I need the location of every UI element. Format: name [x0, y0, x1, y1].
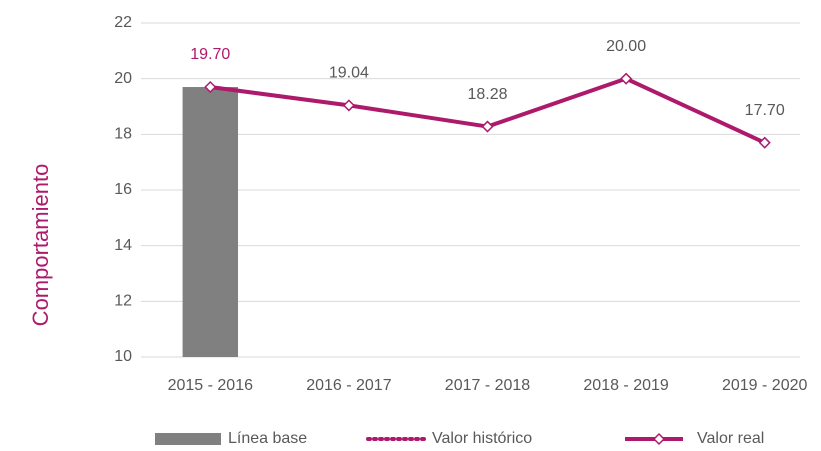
y-tick-label: 14: [114, 237, 132, 254]
legend-label: Línea base: [228, 430, 307, 447]
marker: [342, 99, 355, 112]
legend-label: Valor real: [697, 430, 764, 447]
data-label: 18.28: [467, 86, 507, 103]
y-tick-label: 12: [114, 293, 132, 310]
marker: [758, 136, 771, 149]
x-tick-label: 2015 - 2016: [168, 377, 254, 394]
y-tick-label: 10: [114, 348, 132, 365]
bar: [182, 87, 239, 358]
y-tick-label: 22: [114, 14, 132, 31]
y-tick-label: 18: [114, 126, 132, 143]
marker: [481, 120, 494, 133]
data-label: 19.04: [329, 65, 369, 82]
legend-label: Valor histórico: [432, 430, 532, 447]
y-tick-label: 20: [114, 70, 132, 87]
marker: [204, 80, 217, 94]
x-tick-label: 2016 - 2017: [306, 377, 392, 394]
x-tick-label: 2017 - 2018: [445, 377, 531, 394]
data-label: 17.70: [745, 102, 785, 119]
legend-marker: [652, 432, 666, 446]
x-tick-label: 2018 - 2019: [583, 377, 669, 394]
x-tick-label: 2019 - 2020: [722, 377, 808, 394]
y-axis-label: Comportamiento: [28, 164, 53, 327]
legend-swatch: [155, 433, 221, 445]
y-tick-label: 16: [114, 181, 132, 198]
data-label: 19.70: [190, 46, 230, 63]
data-label: 20.00: [606, 38, 646, 55]
marker: [620, 72, 633, 85]
